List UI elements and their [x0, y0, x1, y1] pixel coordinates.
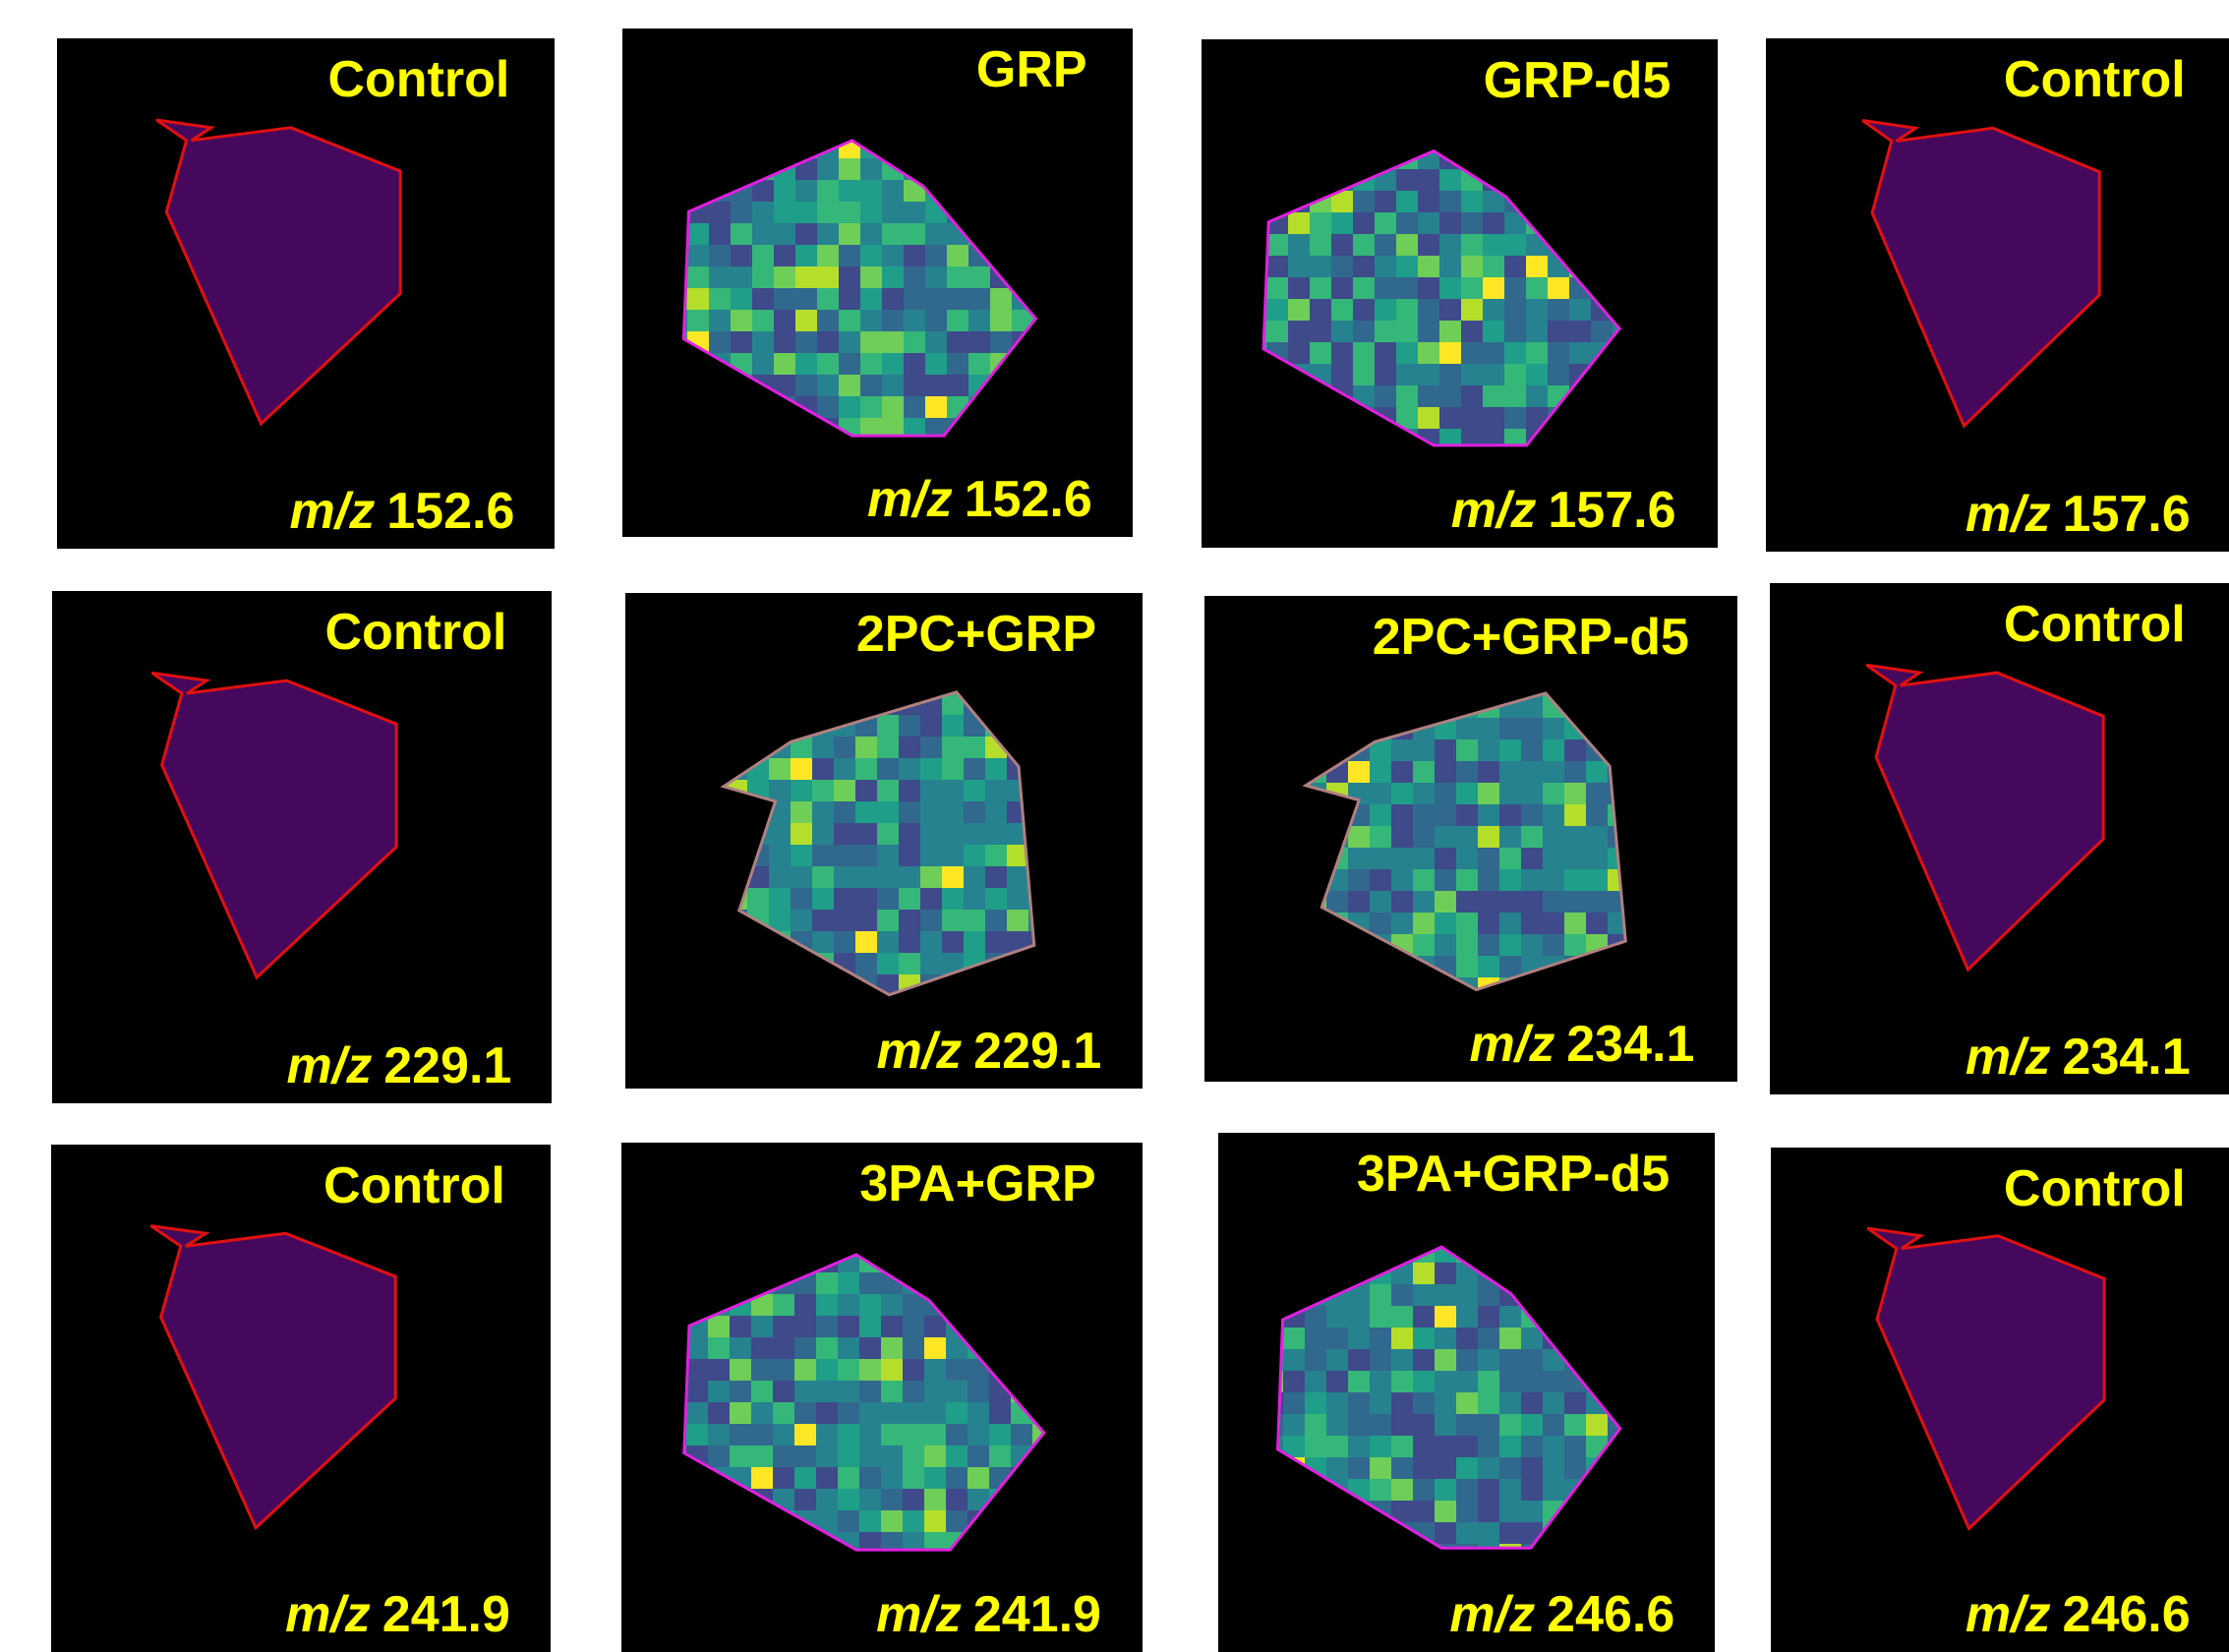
mz-prefix: m/z: [876, 1023, 962, 1080]
mz-label: m/z234.1: [1470, 1015, 1695, 1074]
mz-label: m/z246.6: [1449, 1585, 1674, 1644]
mz-value: 157.6: [1548, 482, 1675, 539]
mz-value: 152.6: [965, 471, 1092, 528]
ion-image: [52, 591, 551, 1102]
image-panel: Control m/z157.6: [1766, 38, 2229, 552]
image-panel: 2PC+GRP m/z229.1: [625, 593, 1143, 1090]
mz-label: m/z229.1: [287, 1036, 512, 1095]
panel-title: Control: [2004, 595, 2186, 654]
image-panel: Control m/z229.1: [52, 591, 551, 1102]
image-panel: GRP-d5 m/z157.6: [1202, 39, 1718, 547]
mz-prefix: m/z: [1451, 482, 1537, 539]
mz-prefix: m/z: [1965, 1586, 2051, 1643]
image-panel: Control m/z234.1: [1770, 583, 2229, 1094]
pixel-map: [1218, 1133, 1715, 1652]
ion-image: [621, 1143, 1144, 1652]
ion-image: [625, 593, 1143, 1090]
mz-prefix: m/z: [1965, 486, 2051, 543]
mz-prefix: m/z: [1449, 1586, 1535, 1643]
pixel-map: [1770, 583, 2229, 1094]
mz-prefix: m/z: [290, 483, 376, 540]
mz-value: 241.9: [382, 1586, 510, 1643]
pixel-map: [1766, 38, 2229, 552]
mz-value: 229.1: [973, 1023, 1101, 1080]
panel-title: 2PC+GRP-d5: [1373, 608, 1689, 667]
mz-label: m/z152.6: [290, 482, 515, 541]
mz-label: m/z241.9: [876, 1585, 1101, 1644]
panel-title: Control: [323, 1156, 505, 1215]
panel-title: Control: [327, 50, 509, 109]
mz-label: m/z246.6: [1965, 1585, 2191, 1644]
image-panel: 3PA+GRP m/z241.9: [621, 1143, 1144, 1652]
image-panel: GRP m/z152.6: [622, 29, 1133, 538]
panel-title: 3PA+GRP: [859, 1154, 1095, 1213]
mz-value: 152.6: [386, 483, 514, 540]
mz-value: 157.6: [2063, 486, 2191, 543]
mz-prefix: m/z: [1470, 1016, 1555, 1073]
pixel-map: [52, 591, 551, 1102]
mz-prefix: m/z: [867, 471, 953, 528]
pixel-map: [57, 38, 555, 549]
mz-label: m/z241.9: [285, 1585, 510, 1644]
page: {"panels": [ {"title": "Control", "prefi…: [0, 0, 2229, 1652]
image-panel: Control m/z246.6: [1771, 1148, 2229, 1652]
image-panel: Control m/z241.9: [51, 1145, 550, 1652]
mz-value: 234.1: [1566, 1016, 1694, 1073]
pixel-map: [1202, 39, 1718, 547]
mz-prefix: m/z: [285, 1586, 371, 1643]
mz-label: m/z234.1: [1965, 1028, 2191, 1087]
mz-value: 229.1: [383, 1037, 511, 1094]
ion-image: [57, 38, 555, 549]
panel-title: 2PC+GRP: [856, 605, 1096, 664]
pixel-map: [621, 1143, 1144, 1652]
pixel-map: [1204, 596, 1737, 1082]
ion-image: [1202, 39, 1718, 547]
mz-value: 241.9: [973, 1586, 1101, 1643]
mz-value: 246.6: [2063, 1586, 2191, 1643]
mz-value: 246.6: [1547, 1586, 1674, 1643]
mz-label: m/z229.1: [876, 1022, 1101, 1081]
panel-title: GRP: [976, 40, 1087, 99]
ion-image: [1766, 38, 2229, 552]
pixel-map: [1771, 1148, 2229, 1652]
image-panel: Control m/z152.6: [57, 38, 555, 549]
ion-image: [51, 1145, 550, 1652]
mz-prefix: m/z: [876, 1586, 962, 1643]
mz-prefix: m/z: [1965, 1029, 2051, 1086]
pixel-map: [51, 1145, 550, 1652]
mz-label: m/z157.6: [1451, 481, 1676, 540]
pixel-map: [622, 29, 1133, 538]
panel-title: GRP-d5: [1484, 51, 1672, 110]
ion-image: [1770, 583, 2229, 1094]
panel-title: Control: [324, 603, 506, 662]
image-panel: 2PC+GRP-d5 m/z234.1: [1204, 596, 1737, 1082]
ion-image: [1204, 596, 1737, 1082]
image-panel: 3PA+GRP-d5 m/z246.6: [1218, 1133, 1715, 1652]
mz-value: 234.1: [2063, 1029, 2191, 1086]
panel-title: Control: [2004, 1159, 2186, 1218]
panel-title: Control: [2004, 50, 2186, 109]
ion-image: [622, 29, 1133, 538]
mz-prefix: m/z: [287, 1037, 373, 1094]
pixel-map: [625, 593, 1143, 1090]
mz-label: m/z157.6: [1965, 485, 2191, 544]
ion-image: [1771, 1148, 2229, 1652]
panel-title: 3PA+GRP-d5: [1357, 1145, 1670, 1204]
mz-label: m/z152.6: [867, 470, 1092, 529]
ion-image: [1218, 1133, 1715, 1652]
